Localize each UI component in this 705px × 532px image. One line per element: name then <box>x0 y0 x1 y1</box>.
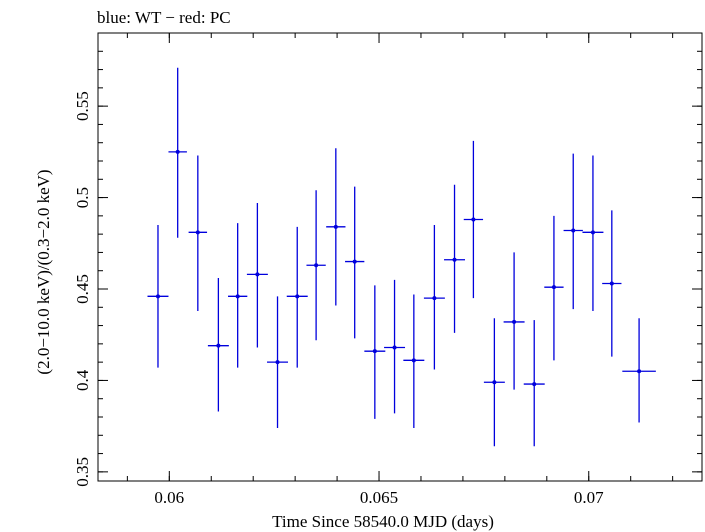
data-point <box>503 252 525 390</box>
y-tick-label: 0.5 <box>73 187 92 208</box>
point-marker <box>512 319 517 324</box>
point-marker <box>571 228 576 233</box>
data-point <box>326 148 346 306</box>
y-axis-label: (2.0−10.0 keV)/(0.3−2.0 keV) <box>34 169 53 374</box>
data-point <box>602 210 622 357</box>
data-point <box>267 296 289 428</box>
point-marker <box>551 285 556 290</box>
point-marker <box>532 382 537 387</box>
data-point <box>403 294 425 428</box>
y-tick-label: 0.55 <box>73 91 92 121</box>
x-tick-label: 0.06 <box>154 488 184 507</box>
point-marker <box>392 345 397 350</box>
point-marker <box>352 259 357 264</box>
point-marker <box>372 349 377 354</box>
data-point <box>207 278 229 412</box>
point-marker <box>452 257 457 262</box>
point-marker <box>333 224 338 229</box>
data-point <box>364 285 386 419</box>
point-marker <box>637 369 642 374</box>
data-point <box>384 279 406 414</box>
data-point <box>582 155 604 311</box>
point-marker <box>155 294 160 299</box>
y-tick-label: 0.45 <box>73 274 92 304</box>
data-point <box>483 318 505 447</box>
data-point <box>523 320 545 447</box>
data-point <box>345 186 365 339</box>
x-tick-label: 0.07 <box>574 488 604 507</box>
point-marker <box>235 294 240 299</box>
data-marks <box>147 67 656 447</box>
data-point <box>544 215 564 361</box>
y-tick-label: 0.35 <box>73 457 92 487</box>
data-point <box>444 184 466 333</box>
point-marker <box>471 217 476 222</box>
data-point <box>228 223 248 368</box>
data-point <box>423 225 445 370</box>
data-point <box>622 318 656 423</box>
data-point <box>463 140 484 299</box>
x-axis-label: Time Since 58540.0 MJD (days) <box>272 512 494 531</box>
data-point <box>563 153 583 310</box>
point-marker <box>432 296 437 301</box>
data-point <box>188 155 208 311</box>
axes: 0.06 0.065 0.07 0.35 0.4 0.45 0.5 0.55 <box>73 32 702 507</box>
point-marker <box>255 272 260 277</box>
point-marker <box>590 230 595 235</box>
point-marker <box>175 149 180 154</box>
data-point <box>147 225 169 368</box>
data-point <box>306 190 326 341</box>
data-point <box>286 226 308 368</box>
y-tick-label: 0.4 <box>73 369 92 391</box>
plot-frame <box>97 32 703 482</box>
data-point <box>246 203 268 348</box>
data-point <box>168 67 187 238</box>
point-marker <box>411 358 416 363</box>
point-marker <box>275 360 280 365</box>
point-marker <box>295 294 300 299</box>
point-marker <box>195 230 200 235</box>
chart-title: blue: WT − red: PC <box>97 8 231 27</box>
point-marker <box>314 263 319 268</box>
point-marker <box>609 281 614 286</box>
point-marker <box>216 343 221 348</box>
x-tick-label: 0.065 <box>360 488 398 507</box>
point-marker <box>492 380 497 385</box>
